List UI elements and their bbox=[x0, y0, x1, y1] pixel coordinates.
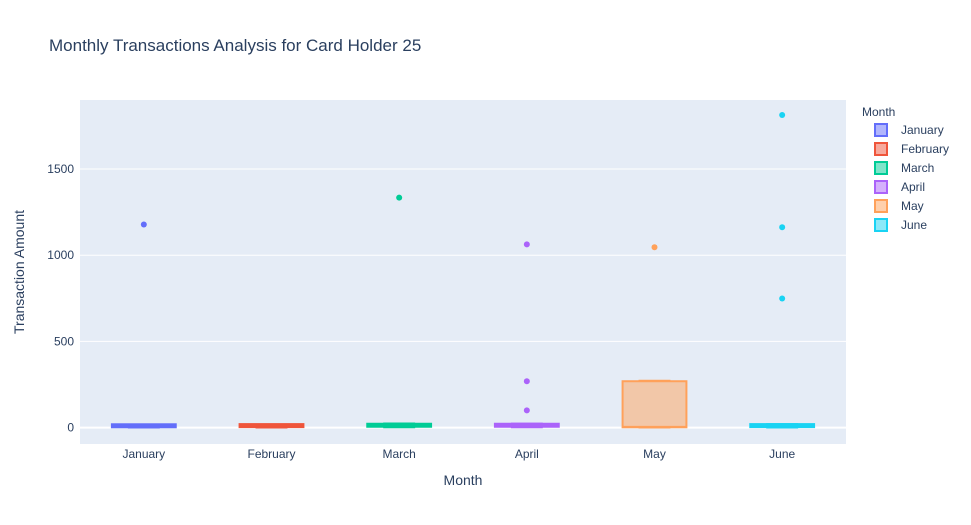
box-april bbox=[493, 422, 560, 429]
legend-label: June bbox=[901, 218, 927, 232]
box-january bbox=[110, 423, 177, 429]
legend-title: Month bbox=[862, 105, 895, 119]
legend-swatch bbox=[874, 199, 888, 213]
outlier-point bbox=[523, 241, 530, 248]
legend-item-february: February bbox=[874, 142, 949, 156]
legend: January February March April May June bbox=[874, 123, 949, 232]
outlier-point bbox=[396, 194, 403, 201]
chart-title: Monthly Transactions Analysis for Card H… bbox=[49, 36, 421, 55]
x-tick-label: January bbox=[122, 447, 165, 461]
x-axis-ticks: January February March April May June bbox=[122, 447, 795, 461]
y-axis-ticks: 0 500 1000 1500 bbox=[47, 162, 74, 435]
legend-item-january: January bbox=[874, 123, 944, 137]
legend-swatch bbox=[874, 161, 888, 175]
legend-swatch bbox=[874, 123, 888, 137]
y-tick-label: 0 bbox=[67, 421, 74, 435]
outlier-point bbox=[651, 244, 658, 251]
outlier-point bbox=[779, 224, 786, 231]
legend-swatch bbox=[874, 180, 888, 194]
legend-label: March bbox=[901, 161, 934, 175]
legend-swatch bbox=[874, 142, 888, 156]
y-axis-title: Transaction Amount bbox=[11, 210, 27, 334]
legend-label: January bbox=[901, 123, 944, 137]
boxes-layer bbox=[110, 379, 816, 429]
x-tick-label: April bbox=[515, 447, 539, 461]
plot-background bbox=[80, 100, 846, 444]
legend-item-june: June bbox=[874, 218, 927, 232]
outlier-points-layer bbox=[140, 112, 786, 414]
x-tick-label: June bbox=[769, 447, 795, 461]
x-tick-label: March bbox=[382, 447, 415, 461]
legend-item-may: May bbox=[874, 199, 924, 213]
x-axis-title: Month bbox=[444, 472, 483, 488]
legend-item-april: April bbox=[874, 180, 925, 194]
legend-swatch bbox=[874, 218, 888, 232]
legend-item-march: March bbox=[874, 161, 934, 175]
y-tick-label: 1000 bbox=[47, 248, 74, 262]
y-tick-label: 1500 bbox=[47, 162, 74, 176]
outlier-point bbox=[140, 221, 147, 228]
outlier-point bbox=[779, 295, 786, 302]
legend-label: February bbox=[901, 142, 949, 156]
outlier-point bbox=[779, 112, 786, 119]
box-march bbox=[366, 422, 433, 429]
box-february bbox=[238, 423, 305, 429]
outlier-point bbox=[523, 407, 530, 414]
iqr-box bbox=[621, 380, 688, 429]
x-tick-label: February bbox=[247, 447, 295, 461]
legend-label: May bbox=[901, 199, 924, 213]
outlier-point bbox=[523, 378, 530, 385]
gridlines bbox=[80, 168, 846, 429]
box-june bbox=[749, 423, 816, 429]
x-tick-label: May bbox=[643, 447, 666, 461]
legend-label: April bbox=[901, 180, 925, 194]
y-tick-label: 500 bbox=[54, 334, 74, 348]
box-may bbox=[621, 379, 688, 429]
